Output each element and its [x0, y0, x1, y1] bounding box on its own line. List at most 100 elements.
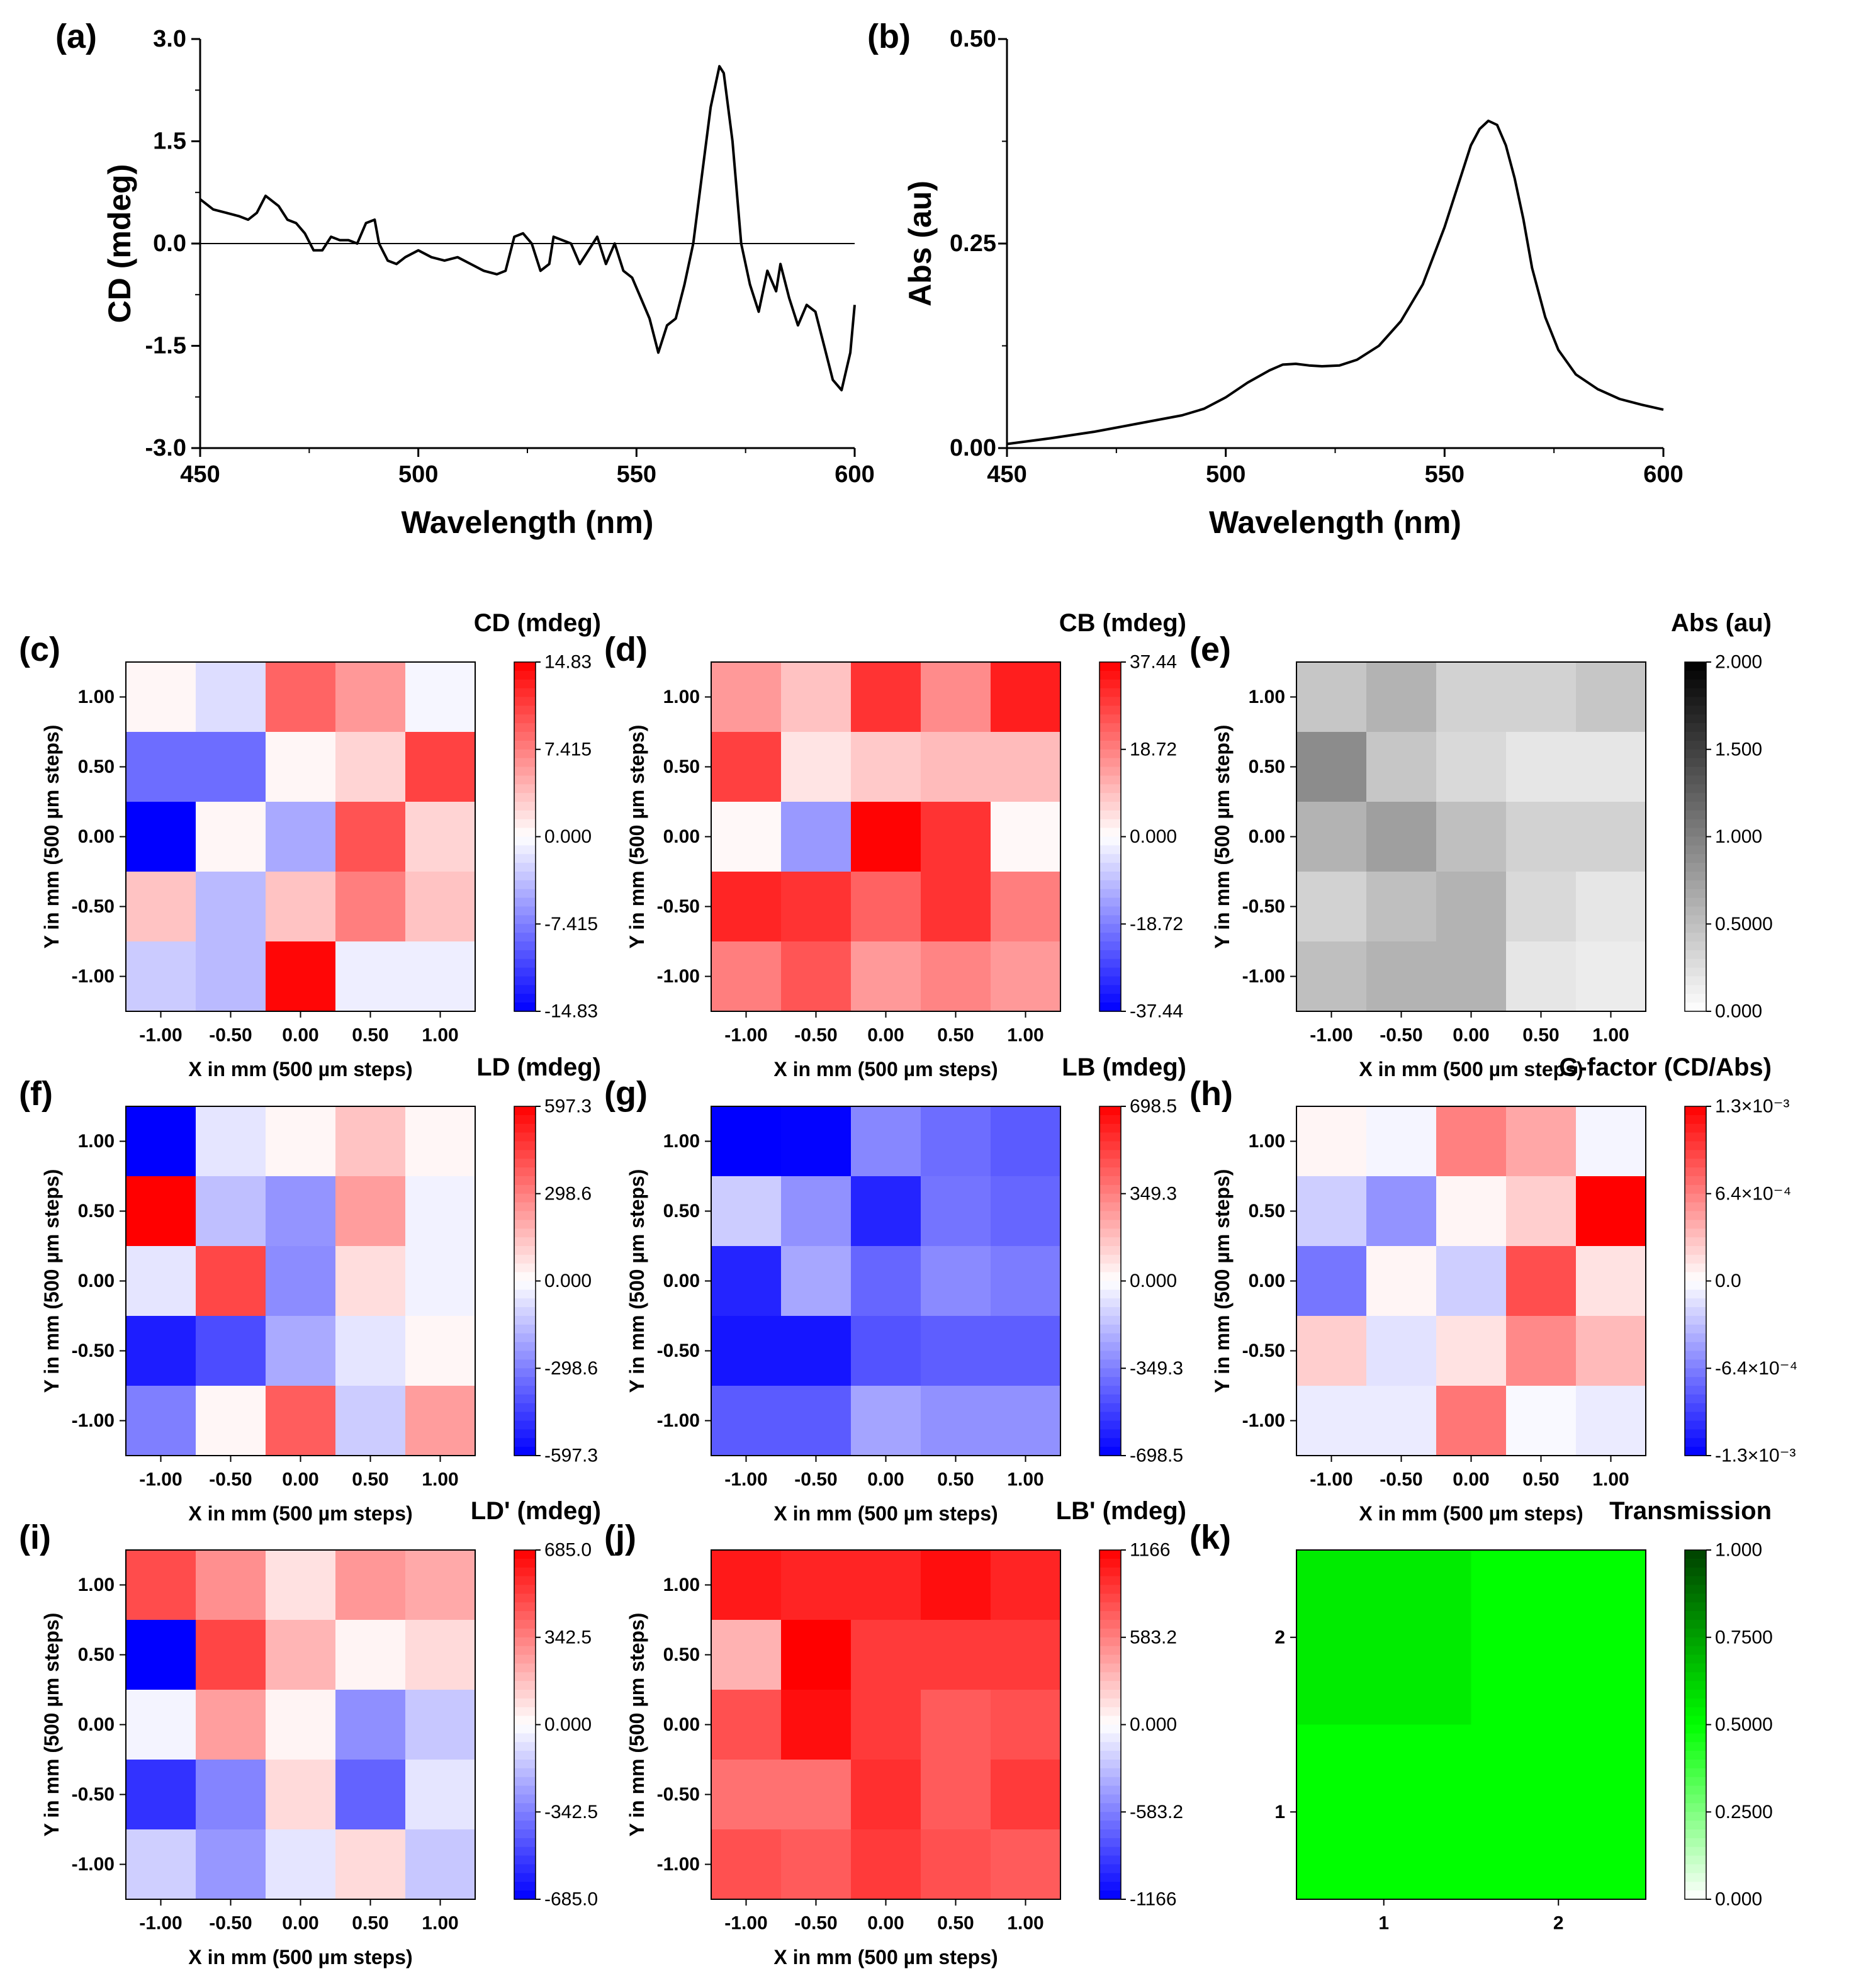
x-tick-label-j: 0.00: [867, 1913, 904, 1934]
colorbar-swatch-c: [514, 758, 536, 768]
heatmap-cell-i: [266, 1829, 336, 1900]
x-tick-label-d: 0.00: [867, 1025, 904, 1046]
colorbar-swatch-g: [1099, 1377, 1121, 1386]
heatmap-cell-d: [921, 732, 991, 802]
colorbar-swatch-e: [1685, 802, 1706, 811]
colorbar-swatch-j: [1099, 1724, 1121, 1734]
colorbar-swatch-c: [514, 705, 536, 716]
colorbar-swatch-c: [514, 670, 536, 680]
x-tick-label-k: 2: [1553, 1913, 1564, 1934]
colorbar-swatch-d: [1099, 889, 1121, 899]
colorbar-swatch-c: [514, 863, 536, 872]
heatmap-cell-i: [405, 1829, 476, 1900]
heatmap-cell-h: [1436, 1106, 1507, 1177]
colorbar-tick-label-k: 0.7500: [1715, 1627, 1773, 1648]
heatmap-cell-g: [921, 1106, 991, 1177]
colorbar-swatch-i: [514, 1681, 536, 1690]
colorbar-swatch-i: [514, 1620, 536, 1629]
colorbar-swatch-e: [1685, 758, 1706, 768]
colorbar-swatch-g: [1099, 1333, 1121, 1343]
colorbar-swatch-d: [1099, 845, 1121, 855]
colorbar-swatch-f: [514, 1403, 536, 1413]
colorbar-swatch-i: [514, 1785, 536, 1795]
colorbar-swatch-j: [1099, 1873, 1121, 1883]
colorbar-swatch-c: [514, 793, 536, 802]
colorbar-swatch-f: [514, 1263, 536, 1273]
colorbar-swatch-c: [514, 933, 536, 942]
colorbar-swatch-j: [1099, 1585, 1121, 1595]
colorbar-swatch-k: [1685, 1821, 1706, 1830]
heatmap-cell-e: [1296, 802, 1367, 872]
colorbar-swatch-h: [1685, 1368, 1706, 1378]
colorbar-tick-label-i: 342.5: [544, 1627, 592, 1648]
colorbar-swatch-j: [1099, 1785, 1121, 1795]
colorbar-swatch-d: [1099, 749, 1121, 759]
colorbar-swatch-f: [514, 1202, 536, 1212]
heatmap-cell-d: [991, 872, 1061, 942]
colorbar-swatch-d: [1099, 802, 1121, 811]
colorbar-swatch-e: [1685, 924, 1706, 933]
colorbar-tick-label-d: -18.72: [1130, 914, 1183, 935]
heatmap-cell-d: [781, 802, 852, 872]
colorbar-swatch-e: [1685, 906, 1706, 916]
heatmap-cell-h: [1366, 1316, 1437, 1386]
colorbar-swatch-i: [514, 1742, 536, 1751]
colorbar-swatch-i: [514, 1890, 536, 1900]
colorbar-swatch-d: [1099, 697, 1121, 707]
colorbar-swatch-c: [514, 836, 536, 846]
y-tick-label-h: 0.00: [1249, 1271, 1285, 1291]
colorbar-swatch-j: [1099, 1690, 1121, 1699]
colorbar-tick-label-j: -1166: [1130, 1889, 1177, 1910]
colorbar-tick-label-f: 0.000: [544, 1271, 592, 1291]
y-tick-label-e: -0.50: [1242, 896, 1285, 917]
colorbar-swatch-c: [514, 872, 536, 881]
colorbar-swatch-h: [1685, 1263, 1706, 1273]
colorbar-swatch-e: [1685, 897, 1706, 907]
heatmap-cell-e: [1576, 941, 1646, 1012]
heatmap-cell-d: [991, 732, 1061, 802]
colorbar-swatch-e: [1685, 688, 1706, 698]
colorbar-swatch-j: [1099, 1654, 1121, 1665]
colorbar-swatch-k: [1685, 1890, 1706, 1900]
heatmap-cell-d: [921, 941, 991, 1012]
x-tick-label-d: 0.50: [937, 1025, 974, 1046]
heatmap-cell-g: [851, 1106, 921, 1177]
heatmap-cell-c: [196, 941, 266, 1012]
panel-title-i: LD' (mdeg): [471, 1497, 601, 1525]
colorbar-swatch-c: [514, 767, 536, 777]
colorbar-swatch-f: [514, 1342, 536, 1352]
heatmap-cell-e: [1576, 662, 1646, 733]
colorbar-swatch-e: [1685, 793, 1706, 802]
x-tick-label-a: 500: [398, 461, 438, 488]
heatmap-cell-j: [991, 1550, 1061, 1620]
x-tick-label-c: -1.00: [139, 1025, 182, 1046]
x-tick-label-h: 0.50: [1522, 1469, 1559, 1490]
colorbar-swatch-d: [1099, 784, 1121, 794]
panel-label-e: (e): [1189, 631, 1231, 668]
x-tick-label-b: 600: [1643, 461, 1683, 488]
colorbar-swatch-h: [1685, 1193, 1706, 1203]
heatmap-cell-d: [711, 802, 782, 872]
colorbar-tick-label-f: 597.3: [544, 1096, 592, 1117]
heatmap-cell-i: [196, 1690, 266, 1760]
colorbar-tick-label-j: -583.2: [1130, 1802, 1183, 1822]
colorbar-swatch-i: [514, 1593, 536, 1603]
heatmap-cell-d: [921, 662, 991, 733]
x-tick-label-c: 0.50: [352, 1025, 388, 1046]
colorbar-swatch-k: [1685, 1707, 1706, 1717]
heatmap-cell-g: [991, 1106, 1061, 1177]
heatmap-cell-c: [196, 872, 266, 942]
heatmap-cell-j: [851, 1760, 921, 1830]
colorbar-swatch-k: [1685, 1829, 1706, 1839]
x-tick-label-h: -0.50: [1380, 1469, 1422, 1490]
colorbar-tick-label-i: -342.5: [544, 1802, 598, 1822]
colorbar-swatch-k: [1685, 1873, 1706, 1883]
x-tick-label-j: 0.50: [937, 1913, 974, 1934]
colorbar-tick-label-c: -14.83: [544, 1001, 598, 1022]
panel-label-h: (h): [1189, 1075, 1233, 1113]
colorbar-swatch-k: [1685, 1838, 1706, 1848]
heatmap-cell-g: [851, 1316, 921, 1386]
colorbar-swatch-h: [1685, 1167, 1706, 1177]
heatmap-cell-i: [126, 1620, 196, 1690]
colorbar-swatch-h: [1685, 1394, 1706, 1404]
